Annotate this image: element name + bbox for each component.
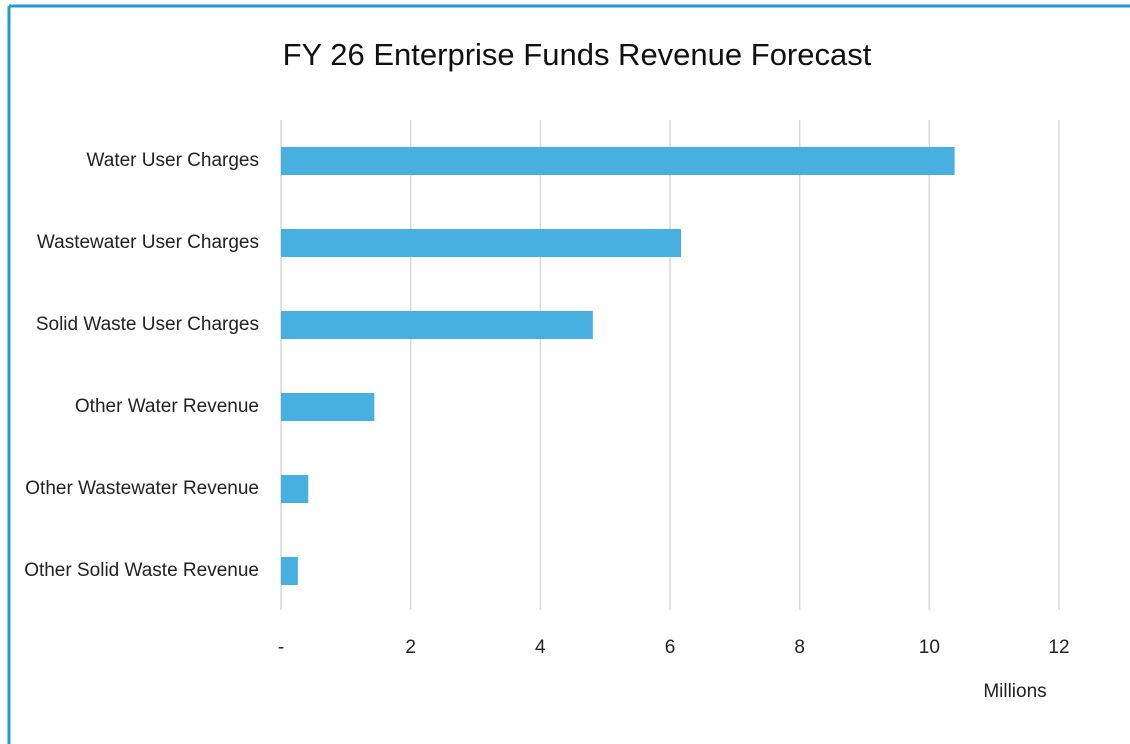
chart-title: FY 26 Enterprise Funds Revenue Forecast [283, 37, 872, 72]
x-tick-label: 6 [665, 637, 676, 658]
y-tick-label: Other Wastewater Revenue [25, 478, 259, 499]
x-axis-label: Millions [983, 681, 1046, 702]
x-tick-label: 4 [535, 637, 546, 658]
y-tick-label: Wastewater User Charges [37, 232, 259, 253]
y-tick-label: Other Solid Waste Revenue [24, 560, 259, 581]
y-tick-label: Other Water Revenue [75, 396, 259, 417]
bar [281, 393, 375, 421]
bar [281, 229, 682, 257]
bar [281, 147, 955, 175]
bar [281, 311, 593, 339]
x-tick-label: 12 [1048, 637, 1069, 658]
y-tick-label: Solid Waste User Charges [36, 314, 259, 335]
bar [281, 557, 298, 585]
y-tick-label: Water User Charges [87, 150, 259, 171]
bar [281, 475, 309, 503]
x-tick-label: 10 [919, 637, 940, 658]
x-tick-label: 8 [794, 637, 805, 658]
x-tick-label: 2 [405, 637, 416, 658]
x-tick-label: - [278, 637, 284, 658]
